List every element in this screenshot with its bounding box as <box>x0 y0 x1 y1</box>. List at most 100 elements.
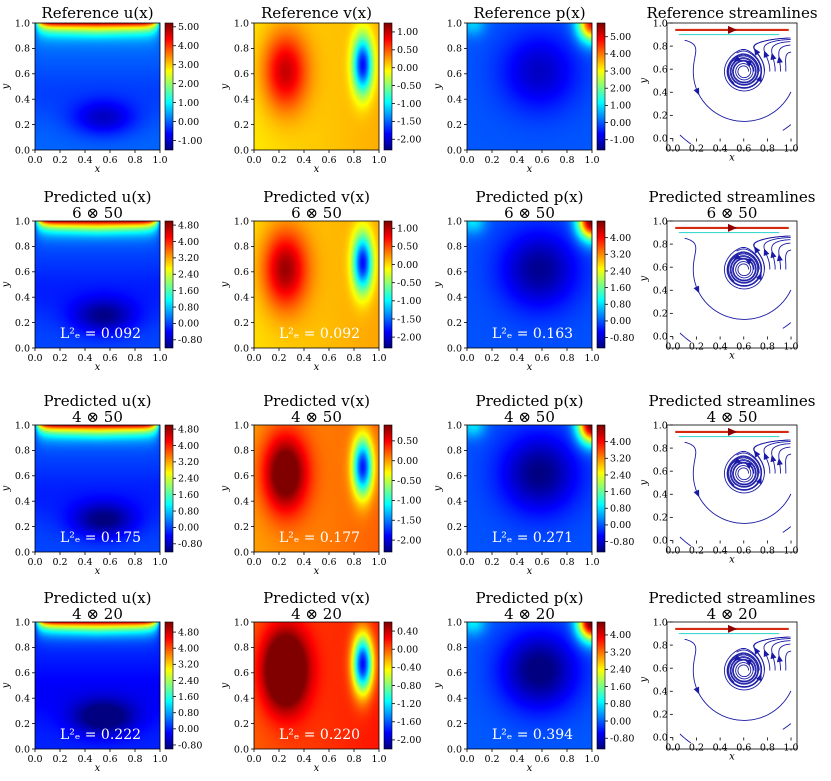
colorbar <box>384 622 392 749</box>
colorbar-tick-label: 0.00 <box>178 523 199 534</box>
colorbar-tick-label: 3.20 <box>178 660 199 671</box>
colorbar-tick-label: 0.00 <box>178 319 199 330</box>
colorbar-tick-label: 0.00 <box>610 118 631 129</box>
x-tick-label: 0.2 <box>689 545 704 556</box>
lid-arrow <box>728 25 737 34</box>
y-tick-label: 0.4 <box>234 497 249 508</box>
y-tick-label: 0.2 <box>653 513 668 524</box>
streamline-arrow <box>776 55 783 64</box>
x-tick-label: 0.4 <box>509 353 524 364</box>
streamline <box>684 638 792 721</box>
y-tick-label: 0.6 <box>15 267 30 278</box>
x-tick-label: 1.0 <box>152 557 167 568</box>
x-tick-label: 0.8 <box>760 143 775 154</box>
streamline-arrow <box>693 489 700 498</box>
x-axis-label: x <box>314 362 320 373</box>
x-tick-label: 0.2 <box>484 353 499 364</box>
colorbar-tick-label: 3.20 <box>610 454 631 465</box>
colorbar-tick-label: -0.40 <box>397 663 421 674</box>
y-tick-label: 0.0 <box>653 332 668 343</box>
colorbar <box>384 221 392 348</box>
x-tick-label: 0.0 <box>459 557 474 568</box>
colorbar-tick-label: 1.60 <box>178 490 199 501</box>
panel-subtitle: 4 ⊗ 20 <box>504 605 555 623</box>
streamline-arrow <box>733 55 741 63</box>
panel-subtitle: 6 ⊗ 50 <box>72 204 123 222</box>
y-tick-label: 0.0 <box>234 145 249 156</box>
panel-subtitle: 4 ⊗ 20 <box>291 605 342 623</box>
x-tick-label: 0.8 <box>559 353 574 364</box>
x-tick-label: 0.4 <box>77 754 92 765</box>
y-tick-label: 0.0 <box>15 145 30 156</box>
streamline-arrow <box>753 246 761 254</box>
panel-v-row-2: Predicted v(x)6 ⊗ 50 0.0 0.2 0.4 0.6 0.8 1.0 0.… <box>220 188 421 373</box>
y-axis-label: y <box>433 281 444 288</box>
colorbar-tick-label: 0.80 <box>178 302 199 313</box>
x-axis-label: x <box>314 164 320 175</box>
streamline-arrow <box>753 450 761 458</box>
y-tick-label: 0.8 <box>15 446 30 457</box>
x-axis-label: x <box>527 362 533 373</box>
colorbar-tick-label: 2.00 <box>178 79 199 90</box>
y-tick-label: 1.0 <box>234 216 249 227</box>
panel-v-row-1: Reference v(x) 0.0 0.2 0.4 0.6 0.8 1.0 0.0 0.2 0.… <box>220 4 421 175</box>
colorbar-tick-label: -2.00 <box>397 332 421 343</box>
y-tick-label: 0.2 <box>447 522 462 533</box>
y-tick-label: 1.0 <box>234 420 249 431</box>
x-tick-label: 0.0 <box>665 341 680 352</box>
streamline <box>763 638 791 671</box>
error-label: L²ₑ = 0.163 <box>492 326 573 342</box>
streamline-arrow <box>744 60 753 67</box>
y-tick-label: 1.0 <box>234 617 249 628</box>
streamline <box>684 39 792 122</box>
x-tick-label: 0.8 <box>346 754 361 765</box>
x-tick-label: 0.0 <box>665 742 680 753</box>
y-axis-label: y <box>1 83 12 90</box>
y-tick-label: 0.0 <box>234 343 249 354</box>
x-tick-label: 0.4 <box>509 557 524 568</box>
colorbar-tick-label: 2.40 <box>610 470 631 481</box>
colorbar-tick-label: 0.00 <box>397 456 418 467</box>
plot-frame <box>34 22 161 151</box>
panel-v-row-4: Predicted v(x)4 ⊗ 20 0.0 0.2 0.4 0.6 0.8 1.0 0.… <box>220 589 421 774</box>
panel-title: Predicted p(x) <box>476 589 584 607</box>
colorbar <box>597 23 605 150</box>
streamline <box>771 443 791 474</box>
streamline-arrow <box>733 457 741 465</box>
streamline <box>679 332 692 343</box>
panel-p-row-3: Predicted p(x)4 ⊗ 50 0.0 0.2 0.4 0.6 0.8 1.0 0.… <box>433 392 634 577</box>
x-tick-label: 0.6 <box>321 155 336 166</box>
x-tick-label: 1.0 <box>152 353 167 364</box>
colorbar-tick-label: 4.00 <box>178 441 199 452</box>
streamline <box>778 44 791 72</box>
colorbar-tick-label: 3.20 <box>610 250 631 261</box>
panel-title: Reference p(x) <box>473 4 585 22</box>
colorbar-tick-label: 1.60 <box>610 487 631 498</box>
x-tick-label: 0.6 <box>321 754 336 765</box>
x-tick-label: 1.0 <box>584 155 599 166</box>
colorbar-tick-label: 1.00 <box>610 101 631 112</box>
streamline <box>782 322 792 329</box>
x-tick-label: 0.0 <box>27 353 42 364</box>
streamline-arrow <box>733 654 741 662</box>
colorbar-tick-label: 3.20 <box>178 457 199 468</box>
colorbar-tick-label: -1.00 <box>397 99 421 110</box>
y-tick-label: 0.0 <box>447 145 462 156</box>
panel-u-row-1: Reference u(x) 0.0 0.2 0.4 0.6 0.8 1.0 0.0 0.2 0.… <box>1 4 202 175</box>
streamline <box>782 526 792 533</box>
heatmap-p <box>467 622 592 749</box>
x-tick-label: 0.4 <box>77 155 92 166</box>
y-tick-label: 0.0 <box>447 343 462 354</box>
streamline <box>728 654 759 684</box>
plot-frame <box>466 621 593 750</box>
y-tick-label: 0.8 <box>234 242 249 253</box>
colorbar-frame <box>164 621 174 750</box>
y-tick-label: 0.8 <box>447 643 462 654</box>
y-tick-label: 0.6 <box>234 471 249 482</box>
streamline-arrow <box>756 673 762 682</box>
x-tick-label: 0.6 <box>102 155 117 166</box>
panel-title: Predicted streamlines <box>649 392 816 410</box>
x-tick-label: 0.6 <box>736 545 751 556</box>
colorbar-frame <box>164 220 174 349</box>
